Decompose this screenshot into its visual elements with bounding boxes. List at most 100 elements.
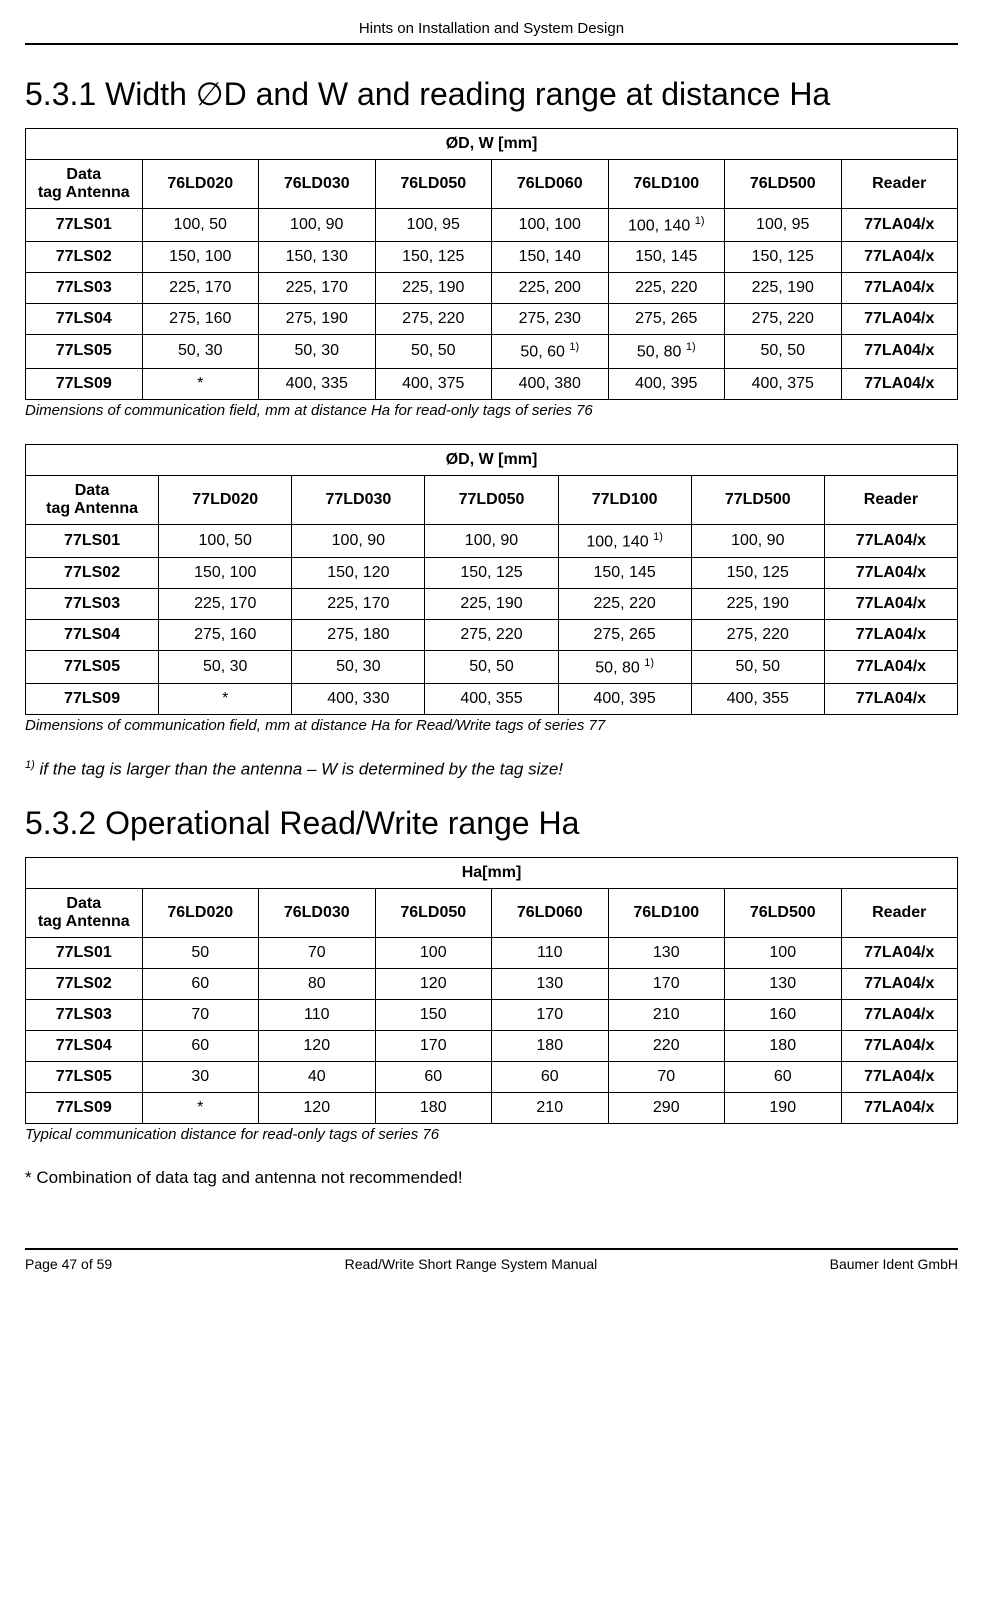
table-cell: 150, 145 (608, 242, 725, 273)
table-row-header: 77LS05 (26, 335, 143, 368)
table-cell: 150, 100 (159, 557, 292, 588)
table-cell: 100, 90 (259, 209, 376, 242)
table-cell: 70 (608, 1061, 725, 1092)
table-cell: 275, 220 (425, 619, 558, 650)
table-column-header: 76LD060 (492, 160, 609, 209)
table-cell: * (142, 368, 259, 399)
table-reader-cell: 77LA04/x (824, 588, 957, 619)
table-reader-cell: 77LA04/x (824, 619, 957, 650)
table-row: 77LS0550, 3050, 3050, 5050, 60 1)50, 80 … (26, 335, 958, 368)
table-cell: 80 (259, 968, 376, 999)
table-column-header: 76LD030 (259, 888, 376, 937)
table-column-header: Datatag Antenna (26, 160, 143, 209)
table-reader-cell: 77LA04/x (824, 684, 957, 715)
table-cell: 100, 50 (142, 209, 259, 242)
table-row-header: 77LS04 (26, 619, 159, 650)
section-532-title: 5.3.2 Operational Read/Write range Ha (25, 805, 958, 842)
table-column-header: 77LD020 (159, 475, 292, 524)
table-cell: 60 (725, 1061, 842, 1092)
table-column-header: 76LD020 (142, 160, 259, 209)
table-reader-cell: 77LA04/x (841, 937, 958, 968)
table-row: 77LS09*12018021029019077LA04/x (26, 1092, 958, 1123)
table-cell: * (142, 1092, 259, 1123)
table-cell: 150, 125 (425, 557, 558, 588)
table-cell: 275, 220 (375, 304, 492, 335)
table-cell: 130 (492, 968, 609, 999)
table-row: 77LS09*400, 335400, 375400, 380400, 3954… (26, 368, 958, 399)
table-cell: 190 (725, 1092, 842, 1123)
table-row: 77LS01100, 50100, 90100, 90100, 140 1)10… (26, 524, 958, 557)
table-cell: 275, 190 (259, 304, 376, 335)
page-header: Hints on Installation and System Design (25, 20, 958, 45)
table-row: 77LS037011015017021016077LA04/x (26, 999, 958, 1030)
table-cell: 100, 95 (375, 209, 492, 242)
table-cell: 50, 50 (725, 335, 842, 368)
table-reader-cell: 77LA04/x (841, 304, 958, 335)
table-row-header: 77LS02 (26, 968, 143, 999)
table-cell: 400, 375 (375, 368, 492, 399)
table-cell: 70 (259, 937, 376, 968)
footer-left: Page 47 of 59 (25, 1256, 112, 1272)
table-row-header: 77LS02 (26, 557, 159, 588)
table-cell: 275, 180 (292, 619, 425, 650)
table-cell: 150, 120 (292, 557, 425, 588)
table-reader-cell: 77LA04/x (841, 335, 958, 368)
table-cell: 50 (142, 937, 259, 968)
table-row-header: 77LS05 (26, 1061, 143, 1092)
table-cell: 180 (375, 1092, 492, 1123)
table-cell: 100 (375, 937, 492, 968)
table-cell: 275, 220 (691, 619, 824, 650)
table-reader-cell: 77LA04/x (841, 273, 958, 304)
table-cell: 60 (375, 1061, 492, 1092)
table-cell: 50, 30 (159, 650, 292, 683)
table-cell: 400, 335 (259, 368, 376, 399)
table-column-header: 77LD030 (292, 475, 425, 524)
table-cell: 100, 90 (691, 524, 824, 557)
page-footer: Page 47 of 59 Read/Write Short Range Sys… (25, 1248, 958, 1272)
table-cell: 50, 80 1) (558, 650, 691, 683)
table-cell: 60 (142, 968, 259, 999)
table-row-header: 77LS03 (26, 588, 159, 619)
table-cell: 180 (492, 1030, 609, 1061)
table-cell: 400, 380 (492, 368, 609, 399)
table-cell: 160 (725, 999, 842, 1030)
table-cell: 225, 170 (142, 273, 259, 304)
table-cell: 170 (608, 968, 725, 999)
table-2-caption: Dimensions of communication field, mm at… (25, 717, 958, 734)
table-row: 77LS01507010011013010077LA04/x (26, 937, 958, 968)
table-cell: 70 (142, 999, 259, 1030)
table-cell: 50, 60 1) (492, 335, 609, 368)
table-cell: 50, 50 (375, 335, 492, 368)
table-column-header: 76LD050 (375, 160, 492, 209)
table-cell: 170 (375, 1030, 492, 1061)
table-reader-cell: 77LA04/x (824, 524, 957, 557)
table-cell: 275, 265 (608, 304, 725, 335)
table-cell: 50, 30 (292, 650, 425, 683)
table-cell: * (159, 684, 292, 715)
table-cell: 100, 50 (159, 524, 292, 557)
table-cell: 225, 190 (375, 273, 492, 304)
table-cell: 220 (608, 1030, 725, 1061)
table-cell: 100, 90 (425, 524, 558, 557)
table-cell: 275, 230 (492, 304, 609, 335)
table-column-header: 77LD500 (691, 475, 824, 524)
table-row-header: 77LS03 (26, 999, 143, 1030)
table-1-caption: Dimensions of communication field, mm at… (25, 402, 958, 419)
table-title-cell: ØD, W [mm] (26, 444, 958, 475)
asterisk-note: * Combination of data tag and antenna no… (25, 1168, 958, 1188)
table-row: 77LS04275, 160275, 180275, 220275, 26527… (26, 619, 958, 650)
table-row: 77LS03225, 170225, 170225, 190225, 20022… (26, 273, 958, 304)
table-row: 77LS09*400, 330400, 355400, 395400, 3557… (26, 684, 958, 715)
table-cell: 225, 190 (691, 588, 824, 619)
table-row: 77LS0530406060706077LA04/x (26, 1061, 958, 1092)
table-cell: 120 (259, 1092, 376, 1123)
table-cell: 30 (142, 1061, 259, 1092)
section-531-title: 5.3.1 Width ∅D and W and reading range a… (25, 75, 958, 113)
table-row-header: 77LS04 (26, 304, 143, 335)
table-cell: 150, 140 (492, 242, 609, 273)
table-row-header: 77LS05 (26, 650, 159, 683)
table-2-footnote: 1) if the tag is larger than the antenna… (25, 759, 958, 780)
table-reader-cell: 77LA04/x (841, 1092, 958, 1123)
table-cell: 110 (259, 999, 376, 1030)
table-cell: 150, 145 (558, 557, 691, 588)
